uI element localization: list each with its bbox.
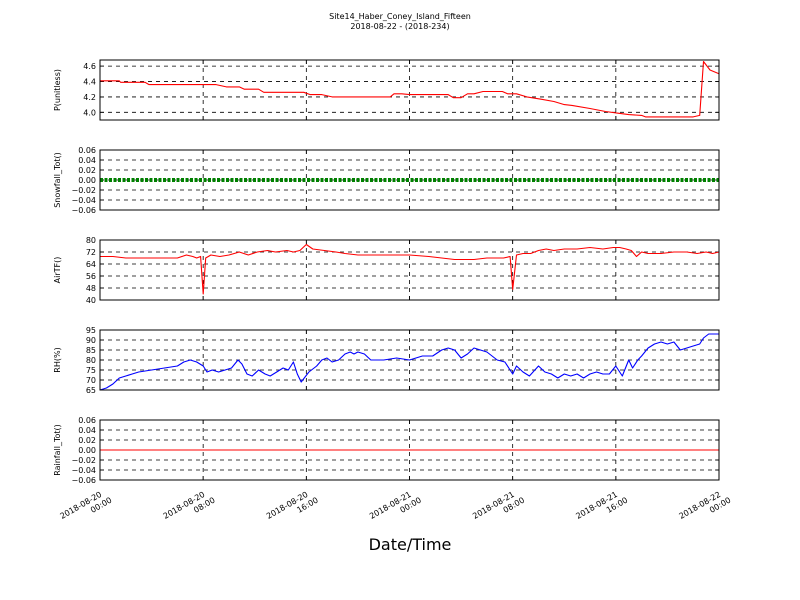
y-tick-label: 4.0 bbox=[83, 108, 96, 117]
y-tick-label: 95 bbox=[86, 326, 96, 335]
y-tick-label: 0.04 bbox=[78, 156, 96, 165]
y-tick-label: 64 bbox=[86, 260, 96, 269]
y-axis-label: AirTF() bbox=[53, 257, 62, 284]
panels: 4.04.24.44.6P(unitless)0.060.040.020.00−… bbox=[53, 59, 720, 485]
panel-1: 0.060.040.020.00−0.02−0.04−0.06 Snowfall_… bbox=[53, 146, 720, 215]
y-tick-label: 4.4 bbox=[83, 78, 96, 87]
y-tick-label: 4.6 bbox=[83, 62, 96, 71]
y-tick-label: 0.00 bbox=[78, 176, 96, 185]
y-tick-label: 85 bbox=[86, 346, 96, 355]
y-tick-label: −0.02 bbox=[71, 186, 96, 195]
y-tick-label: −0.04 bbox=[71, 196, 96, 205]
y-tick-label: 56 bbox=[86, 272, 96, 281]
y-tick-label: −0.02 bbox=[71, 456, 96, 465]
panel-4: 0.060.040.020.00−0.02−0.04−0.06 Rainfall_… bbox=[53, 416, 720, 485]
y-tick-label: 72 bbox=[86, 248, 96, 257]
y-tick-label: 65 bbox=[86, 386, 96, 395]
y-tick-label: 80 bbox=[86, 236, 96, 245]
y-axis-label: P(unitless) bbox=[53, 69, 62, 111]
chart-subtitle: 2018-08-22 - (2018-234) bbox=[350, 22, 449, 31]
y-tick-label: −0.06 bbox=[71, 476, 96, 485]
axes-frame bbox=[99, 419, 720, 481]
y-tick-label: 90 bbox=[86, 336, 96, 345]
y-axis-label: Rainfall_Tot() bbox=[53, 424, 62, 476]
axes-frame bbox=[99, 59, 720, 121]
series-line bbox=[100, 243, 720, 295]
series-line bbox=[100, 60, 720, 118]
y-tick-label: 0.04 bbox=[78, 426, 96, 435]
panel-0: 4.0 4.2 4.4 4.6 P(unitless) bbox=[53, 59, 720, 121]
series-line bbox=[99, 333, 719, 391]
y-tick-label: −0.06 bbox=[71, 206, 96, 215]
y-tick-label: 40 bbox=[86, 296, 96, 305]
axes-frame bbox=[99, 149, 720, 211]
chart-title: Site14_Haber_Coney_Island_Fifteen bbox=[329, 12, 471, 21]
y-tick-label: −0.04 bbox=[71, 466, 96, 475]
y-tick-label: 80 bbox=[86, 356, 96, 365]
y-tick-label: 0.00 bbox=[78, 446, 96, 455]
y-tick-label: 0.02 bbox=[78, 436, 96, 445]
x-axis-label: Date/Time bbox=[369, 535, 452, 554]
y-tick-label: 70 bbox=[86, 376, 96, 385]
y-axis-label: Snowfall_Tot() bbox=[53, 152, 62, 208]
axes-frame bbox=[99, 239, 720, 301]
y-axis-label: RH(%) bbox=[53, 347, 62, 372]
y-tick-label: 48 bbox=[86, 284, 96, 293]
y-tick-label: 0.06 bbox=[78, 416, 96, 425]
axes-frame bbox=[99, 329, 720, 391]
y-tick-label: 0.06 bbox=[78, 146, 96, 155]
y-tick-label: 4.2 bbox=[83, 93, 96, 102]
y-tick-label: 0.02 bbox=[78, 166, 96, 175]
y-tick-label: 75 bbox=[86, 366, 96, 375]
panel-2: 80 72 64 56 48 40 AirTF() bbox=[53, 236, 720, 305]
